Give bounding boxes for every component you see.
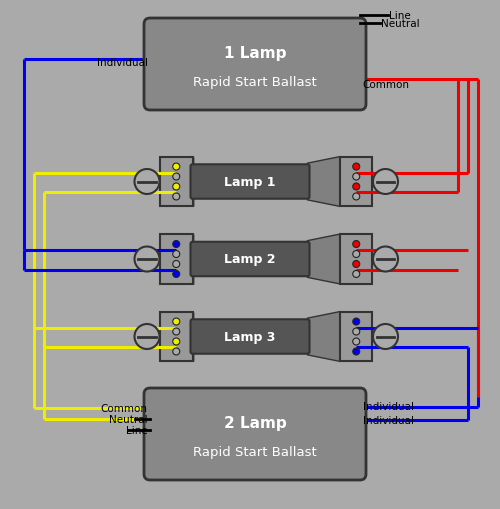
Circle shape (352, 328, 360, 335)
Text: Lamp 1: Lamp 1 (224, 176, 276, 189)
Circle shape (352, 241, 360, 248)
Circle shape (173, 164, 180, 171)
Text: Individual: Individual (96, 58, 148, 67)
Polygon shape (308, 157, 340, 207)
Circle shape (173, 271, 180, 278)
FancyBboxPatch shape (190, 165, 310, 200)
Text: Rapid Start Ballast: Rapid Start Ballast (193, 76, 317, 89)
FancyBboxPatch shape (190, 320, 310, 354)
Circle shape (352, 271, 360, 278)
FancyBboxPatch shape (144, 19, 366, 111)
Circle shape (352, 338, 360, 345)
Circle shape (352, 261, 360, 268)
Circle shape (373, 169, 398, 194)
Circle shape (352, 184, 360, 190)
FancyBboxPatch shape (340, 157, 372, 207)
Text: Individual: Individual (362, 402, 414, 412)
Text: Common: Common (100, 403, 148, 413)
Circle shape (173, 338, 180, 345)
Circle shape (352, 251, 360, 258)
Circle shape (173, 328, 180, 335)
Circle shape (373, 324, 398, 349)
Circle shape (134, 324, 160, 349)
Circle shape (173, 261, 180, 268)
Circle shape (173, 319, 180, 325)
Polygon shape (308, 235, 340, 285)
Text: Common: Common (362, 80, 410, 90)
Circle shape (173, 348, 180, 355)
Circle shape (352, 164, 360, 171)
Circle shape (352, 319, 360, 325)
Text: 2 Lamp: 2 Lamp (224, 415, 286, 431)
FancyBboxPatch shape (160, 157, 192, 207)
Text: 1 Lamp: 1 Lamp (224, 46, 286, 61)
Circle shape (173, 251, 180, 258)
Text: Neutral: Neutral (109, 414, 148, 424)
Circle shape (134, 247, 160, 272)
Circle shape (373, 247, 398, 272)
Circle shape (352, 193, 360, 201)
Circle shape (134, 169, 160, 194)
Text: Lamp 3: Lamp 3 (224, 330, 276, 344)
Text: Individual: Individual (362, 415, 414, 425)
Circle shape (352, 174, 360, 181)
FancyBboxPatch shape (340, 235, 372, 285)
FancyBboxPatch shape (160, 312, 192, 362)
Text: Neutral: Neutral (382, 19, 420, 29)
Polygon shape (308, 312, 340, 362)
Circle shape (173, 193, 180, 201)
Circle shape (173, 184, 180, 190)
Circle shape (173, 174, 180, 181)
Circle shape (173, 241, 180, 248)
Text: Rapid Start Ballast: Rapid Start Ballast (193, 445, 317, 458)
Text: Line: Line (126, 425, 148, 435)
FancyBboxPatch shape (160, 235, 192, 285)
FancyBboxPatch shape (190, 242, 310, 277)
FancyBboxPatch shape (144, 388, 366, 480)
FancyBboxPatch shape (340, 312, 372, 362)
Text: Lamp 2: Lamp 2 (224, 253, 276, 266)
Circle shape (352, 348, 360, 355)
Text: Line: Line (389, 11, 411, 21)
